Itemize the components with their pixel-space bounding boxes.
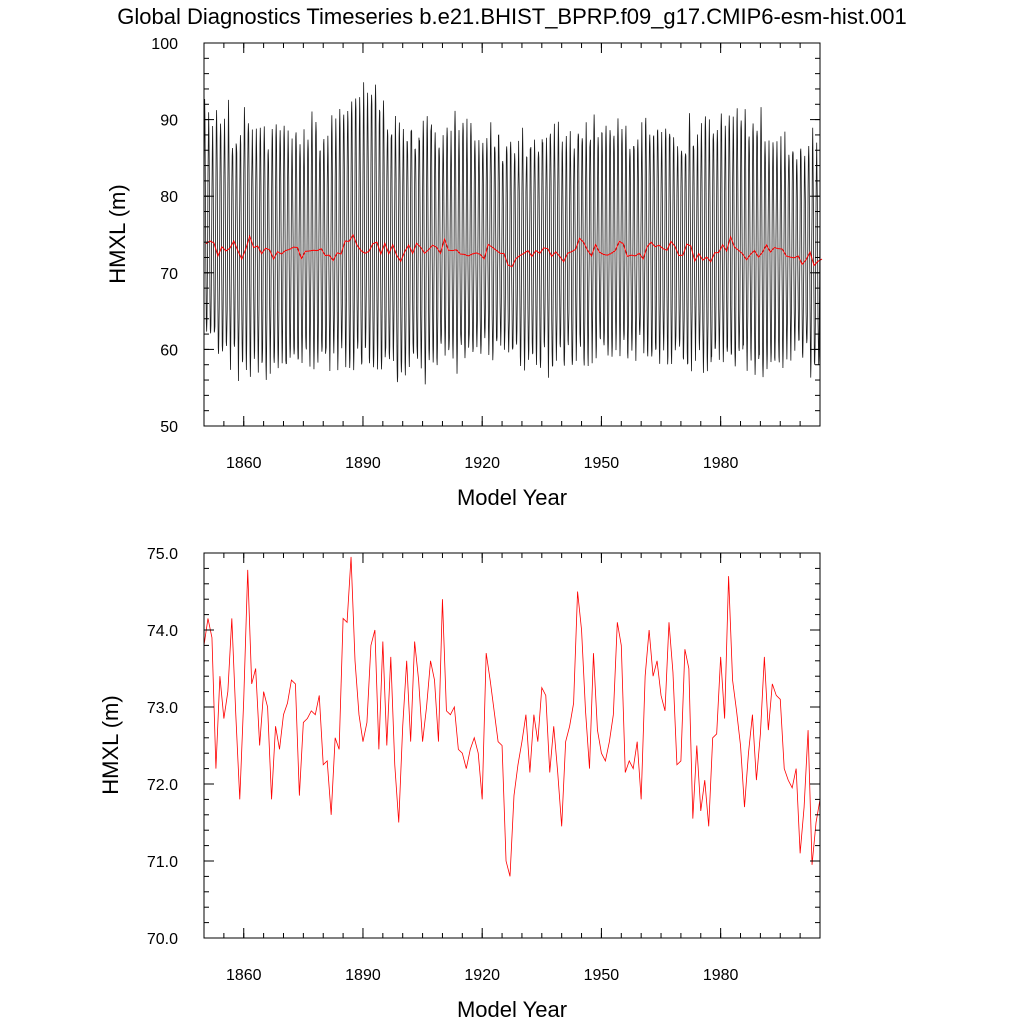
monthly-series-line (203, 82, 821, 385)
x-tick-label: 1920 (464, 967, 500, 984)
bottom-panel-frame (203, 552, 821, 939)
y-tick-label: 70.0 (147, 931, 178, 948)
bottom-x-axis-label: Model Year (457, 997, 567, 1022)
y-tick-label: 70 (160, 266, 178, 283)
monthly-line (203, 82, 821, 385)
y-tick-label: 74.0 (147, 623, 178, 640)
annual-mean-line-bottom (203, 556, 821, 877)
x-tick-label: 1860 (226, 967, 262, 984)
y-tick-label: 60 (160, 342, 178, 359)
x-tick-label: 1890 (345, 967, 381, 984)
top-panel: 50 60 70 80 90 100 1860 1890 1920 1950 1980 Model… (105, 36, 823, 510)
annual-mean-series-line (205, 233, 823, 268)
top-x-axis-label: Model Year (457, 485, 567, 510)
x-tick-label: 1950 (584, 967, 620, 984)
x-tick-label: 1890 (345, 455, 381, 472)
annual-mean-series-line-bottom (203, 556, 821, 877)
y-tick-label: 90 (160, 113, 178, 130)
bottom-panel: 70.0 71.0 72.0 73.0 74.0 75.0 1860 1890 1920 195… (98, 546, 821, 1022)
y-tick-label: 71.0 (147, 854, 178, 871)
y-tick-label: 72.0 (147, 777, 178, 794)
bottom-y-axis-label: HMXL (m) (98, 695, 123, 794)
x-tick-label: 1860 (226, 455, 262, 472)
x-tick-label: 1980 (703, 455, 739, 472)
bottom-x-tick-labels: 1860 1890 1920 1950 1980 (226, 967, 739, 984)
x-tick-label: 1920 (464, 455, 500, 472)
x-tick-label: 1950 (584, 455, 620, 472)
x-tick-label: 1980 (703, 967, 739, 984)
y-tick-label: 75.0 (147, 546, 178, 563)
bottom-y-tick-labels: 70.0 71.0 72.0 73.0 74.0 75.0 (147, 546, 178, 948)
top-x-tick-labels: 1860 1890 1920 1950 1980 (226, 455, 739, 472)
top-y-tick-labels: 50 60 70 80 90 100 (151, 36, 178, 436)
y-tick-label: 50 (160, 419, 178, 436)
y-tick-label: 100 (151, 36, 178, 53)
top-panel-ticks (204, 42, 821, 427)
top-y-axis-label: HMXL (m) (105, 184, 130, 283)
y-tick-label: 80 (160, 189, 178, 206)
top-panel-frame (203, 42, 821, 427)
annual-mean-line (205, 233, 823, 268)
y-tick-label: 73.0 (147, 700, 178, 717)
figure-title: Global Diagnostics Timeseries b.e21.BHIS… (117, 4, 907, 29)
